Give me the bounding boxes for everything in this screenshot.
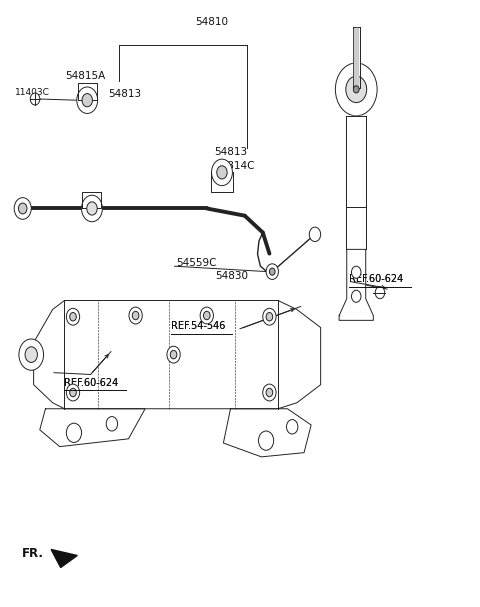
Circle shape <box>263 384 276 401</box>
Circle shape <box>30 93 40 105</box>
Circle shape <box>309 227 321 242</box>
Polygon shape <box>346 116 366 249</box>
Circle shape <box>19 339 44 370</box>
Circle shape <box>351 290 361 302</box>
Text: FR.: FR. <box>22 546 44 560</box>
Circle shape <box>353 86 359 93</box>
Text: REF.54-546: REF.54-546 <box>171 321 226 331</box>
Circle shape <box>259 431 274 450</box>
Circle shape <box>82 195 102 222</box>
Polygon shape <box>51 549 77 568</box>
Text: 54815A: 54815A <box>66 71 106 81</box>
Polygon shape <box>339 249 373 320</box>
Circle shape <box>66 423 82 443</box>
Circle shape <box>14 198 31 219</box>
Circle shape <box>287 419 298 434</box>
Polygon shape <box>211 172 233 192</box>
Circle shape <box>77 87 97 114</box>
Circle shape <box>66 384 80 401</box>
Text: REF.60-624: REF.60-624 <box>64 378 119 388</box>
Text: 54830: 54830 <box>216 271 248 282</box>
Circle shape <box>269 268 275 275</box>
Text: 11403C: 11403C <box>14 89 49 98</box>
Circle shape <box>266 313 273 321</box>
Circle shape <box>132 311 139 320</box>
Circle shape <box>18 203 27 214</box>
Circle shape <box>204 311 210 320</box>
Text: REF.60-624: REF.60-624 <box>349 274 403 285</box>
Circle shape <box>346 76 367 103</box>
Polygon shape <box>34 300 321 409</box>
Circle shape <box>106 416 118 431</box>
Polygon shape <box>83 192 101 208</box>
Polygon shape <box>78 83 96 100</box>
Text: REF.60-624: REF.60-624 <box>64 378 119 388</box>
Circle shape <box>263 308 276 325</box>
Polygon shape <box>40 409 145 447</box>
Text: 54559C: 54559C <box>176 258 216 268</box>
Text: 54813: 54813 <box>214 147 247 157</box>
Circle shape <box>25 347 37 362</box>
Polygon shape <box>223 409 311 457</box>
Circle shape <box>66 308 80 325</box>
Circle shape <box>70 313 76 321</box>
Circle shape <box>375 287 384 299</box>
Circle shape <box>129 307 142 324</box>
Polygon shape <box>353 27 360 88</box>
Text: REF.54-546: REF.54-546 <box>171 321 226 331</box>
Circle shape <box>70 388 76 397</box>
Circle shape <box>87 202 97 215</box>
Text: 54814C: 54814C <box>214 161 254 171</box>
Circle shape <box>167 346 180 363</box>
Polygon shape <box>354 28 358 85</box>
Text: 54810: 54810 <box>195 17 228 27</box>
Circle shape <box>351 266 361 278</box>
Circle shape <box>217 166 227 179</box>
Circle shape <box>212 159 232 186</box>
Circle shape <box>200 307 214 324</box>
Circle shape <box>170 350 177 359</box>
Circle shape <box>266 264 278 279</box>
Circle shape <box>266 388 273 397</box>
Circle shape <box>336 63 377 116</box>
Text: 54813: 54813 <box>108 89 141 99</box>
Text: REF.60-624: REF.60-624 <box>349 274 403 285</box>
Circle shape <box>82 93 93 107</box>
